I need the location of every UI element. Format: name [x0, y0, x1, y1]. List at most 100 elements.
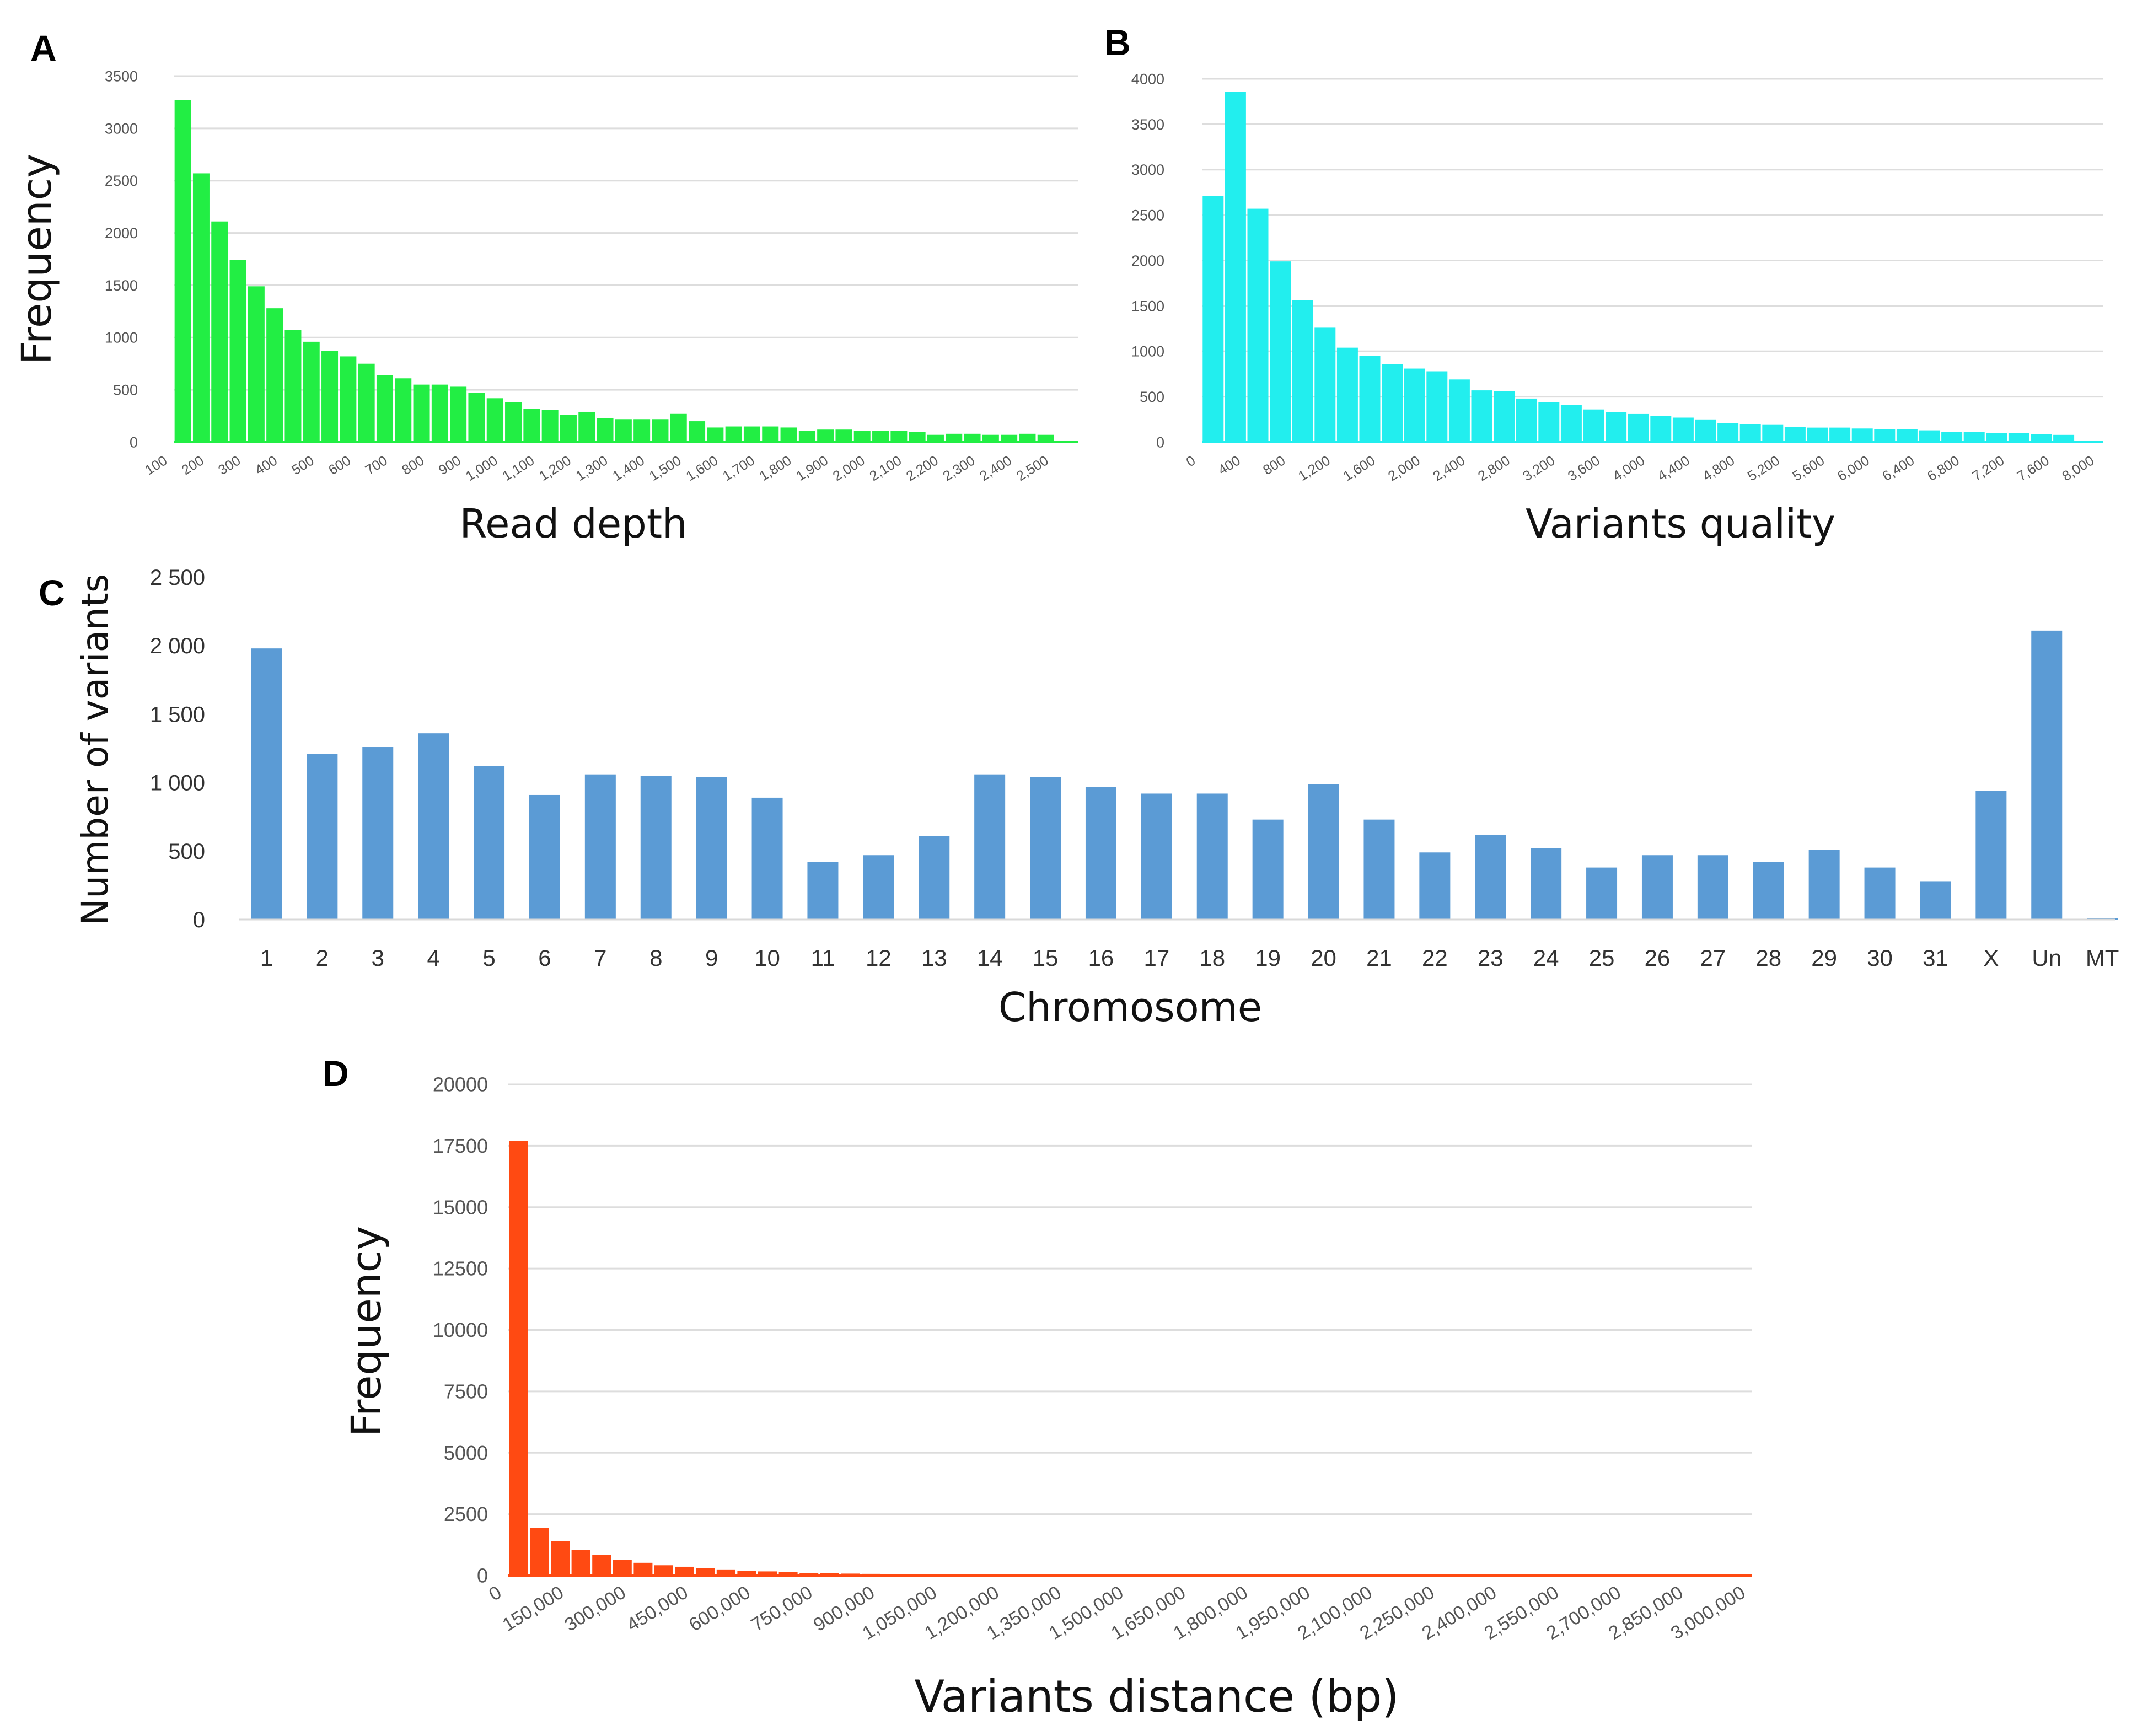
x-tick-label: 10: [754, 945, 780, 971]
bar: [413, 384, 430, 442]
x-tick-label: 5: [482, 945, 495, 971]
x-tick-label: 12: [866, 945, 892, 971]
x-tick-label: 22: [1422, 945, 1448, 971]
bar: [696, 1568, 715, 1576]
bar: [1762, 424, 1784, 442]
bar: [633, 419, 651, 442]
bar: [872, 431, 889, 442]
bar: [1292, 300, 1313, 442]
y-tick-label: 20000: [433, 1073, 488, 1096]
bar: [716, 1569, 735, 1576]
x-tick-label: 15: [1033, 945, 1059, 971]
bar: [509, 1141, 528, 1576]
y-tick-label: 3500: [105, 68, 138, 84]
bar: [1695, 419, 1716, 442]
panel-letter-c: C: [39, 572, 65, 613]
bar: [1314, 327, 1336, 442]
bar: [613, 1560, 632, 1576]
bar: [468, 393, 485, 442]
bar: [529, 794, 560, 920]
x-tick-label: 26: [1645, 945, 1671, 971]
bar: [251, 648, 282, 920]
y-tick-label: 17500: [433, 1135, 488, 1157]
bar: [192, 173, 210, 442]
y-tick-label: 1 000: [150, 771, 205, 796]
bar: [615, 419, 632, 442]
x-tick-label: 29: [1811, 945, 1837, 971]
bar: [362, 747, 394, 920]
bar: [835, 429, 852, 442]
bar: [592, 1555, 611, 1576]
x-tick-label: 1: [260, 945, 273, 971]
y-tick-label: 1000: [105, 330, 138, 346]
bar: [321, 351, 339, 442]
x-tick-label: 4: [427, 945, 439, 971]
bar: [1807, 427, 1828, 442]
bar: [307, 754, 338, 920]
bar: [817, 429, 834, 442]
bar: [1560, 405, 1582, 442]
bar: [284, 330, 302, 442]
x-tick-label: Un: [2032, 945, 2061, 971]
bar: [1808, 850, 1840, 920]
bar: [758, 1571, 777, 1576]
bar: [1650, 416, 1672, 442]
bar: [780, 427, 797, 442]
bar: [964, 433, 981, 442]
bar: [1941, 432, 1963, 442]
x-axis-title: Variants distance (bp): [914, 1671, 1399, 1722]
bar: [1247, 208, 1269, 442]
bar: [762, 426, 779, 442]
panel-letter-d: D: [323, 1053, 349, 1094]
y-tick-label: 0: [1156, 434, 1164, 450]
bar: [1225, 92, 1246, 442]
bar: [1037, 434, 1054, 442]
bar: [927, 434, 944, 442]
y-tick-label: 3500: [1131, 116, 1164, 133]
bar: [1784, 426, 1806, 442]
bar: [654, 1565, 673, 1576]
bar: [1019, 433, 1036, 442]
bar: [1864, 867, 1896, 920]
x-axis-title: Read depth: [459, 501, 687, 547]
bar: [1963, 432, 1985, 442]
bar: [946, 433, 963, 442]
bar: [229, 260, 246, 442]
x-tick-label: 6: [538, 945, 551, 971]
y-axis-title: Frequency: [13, 154, 61, 364]
bar: [530, 1528, 549, 1576]
bar: [2008, 433, 2029, 442]
bar: [725, 426, 742, 442]
x-tick-label: 28: [1755, 945, 1781, 971]
bar: [1851, 428, 1873, 442]
bar: [376, 375, 393, 442]
bar: [560, 415, 577, 442]
x-tick-label: 3: [372, 945, 384, 971]
bar: [578, 411, 595, 442]
bar: [1753, 862, 1784, 920]
x-tick-label: 19: [1255, 945, 1281, 971]
y-tick-label: 10000: [433, 1319, 488, 1341]
bar: [1896, 429, 1918, 442]
bar: [863, 855, 894, 920]
bar: [743, 426, 760, 442]
x-tick-label: 30: [1867, 945, 1893, 971]
y-tick-label: 2000: [1131, 252, 1164, 269]
x-tick-label: 31: [1923, 945, 1948, 971]
panel-letter-a: A: [30, 28, 57, 68]
bar: [1363, 819, 1395, 920]
y-tick-label: 4000: [1131, 71, 1164, 87]
y-tick-label: 3000: [105, 120, 138, 137]
bar: [584, 774, 616, 920]
y-tick-label: 500: [113, 382, 138, 399]
y-tick-label: 500: [168, 840, 205, 864]
bar: [248, 286, 265, 442]
bar: [450, 386, 467, 442]
bar: [303, 341, 320, 442]
bar: [689, 421, 706, 442]
y-tick-label: 2500: [105, 173, 138, 189]
bar: [1308, 784, 1339, 920]
x-tick-label: 7: [594, 945, 606, 971]
bar: [266, 308, 283, 442]
